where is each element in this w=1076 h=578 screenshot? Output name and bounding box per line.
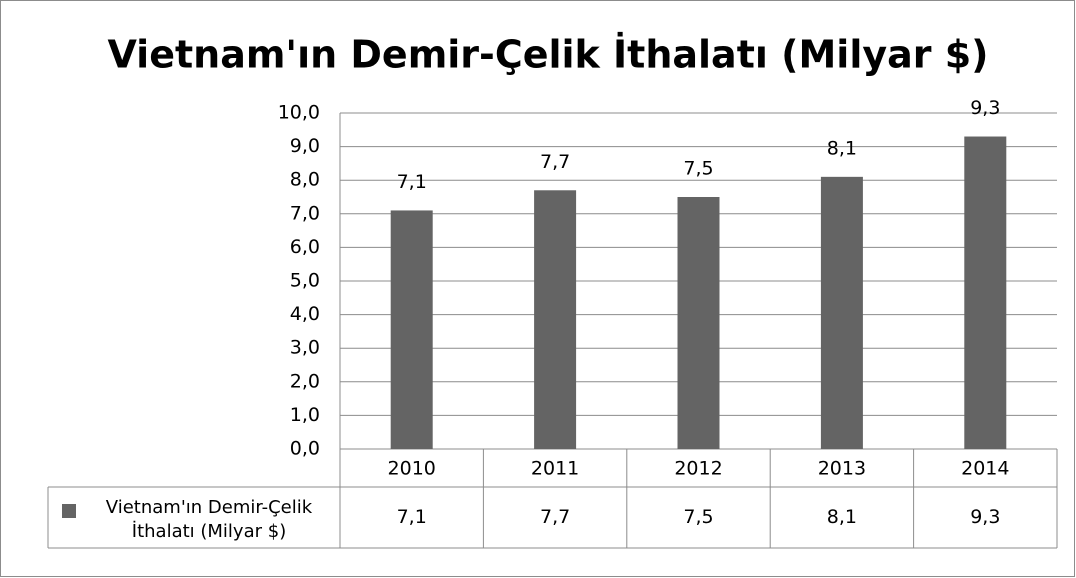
y-tick-label: 1,0: [290, 404, 320, 426]
chart-title: Vietnam'ın Demir-Çelik İthalatı (Milyar …: [107, 33, 988, 77]
bar: [820, 176, 863, 449]
y-tick-label: 6,0: [290, 236, 320, 258]
data-label: 8,1: [827, 137, 857, 159]
table-value: 7,7: [540, 506, 570, 528]
bar: [534, 190, 577, 449]
bar: [390, 210, 433, 449]
y-tick-label: 10,0: [278, 102, 320, 124]
y-tick-label: 0,0: [290, 438, 320, 460]
x-tick-label: 2012: [674, 458, 722, 480]
table-value: 8,1: [827, 506, 857, 528]
table-value: 7,5: [683, 506, 713, 528]
bar: [677, 197, 720, 449]
bar: [964, 136, 1007, 449]
y-tick-label: 8,0: [290, 169, 320, 191]
data-label: 7,5: [683, 158, 713, 180]
legend-label: Vietnam'ın Demir-Çelik İthalatı (Milyar …: [105, 497, 313, 542]
y-tick-label: 7,0: [290, 202, 320, 224]
y-tick-label: 3,0: [290, 337, 320, 359]
y-tick-label: 2,0: [290, 370, 320, 392]
data-label: 7,7: [540, 151, 570, 173]
legend-swatch: [62, 504, 76, 518]
x-tick-label: 2014: [961, 458, 1009, 480]
x-tick-label: 2010: [388, 458, 436, 480]
y-tick-label: 9,0: [290, 135, 320, 157]
y-tick-label: 4,0: [290, 303, 320, 325]
table-value: 9,3: [970, 506, 1000, 528]
data-label: 7,1: [397, 171, 427, 193]
table-value: 7,1: [397, 506, 427, 528]
x-tick-label: 2013: [818, 458, 866, 480]
y-tick-label: 5,0: [290, 270, 320, 292]
data-label: 9,3: [970, 97, 1000, 119]
x-tick-label: 2011: [531, 458, 579, 480]
